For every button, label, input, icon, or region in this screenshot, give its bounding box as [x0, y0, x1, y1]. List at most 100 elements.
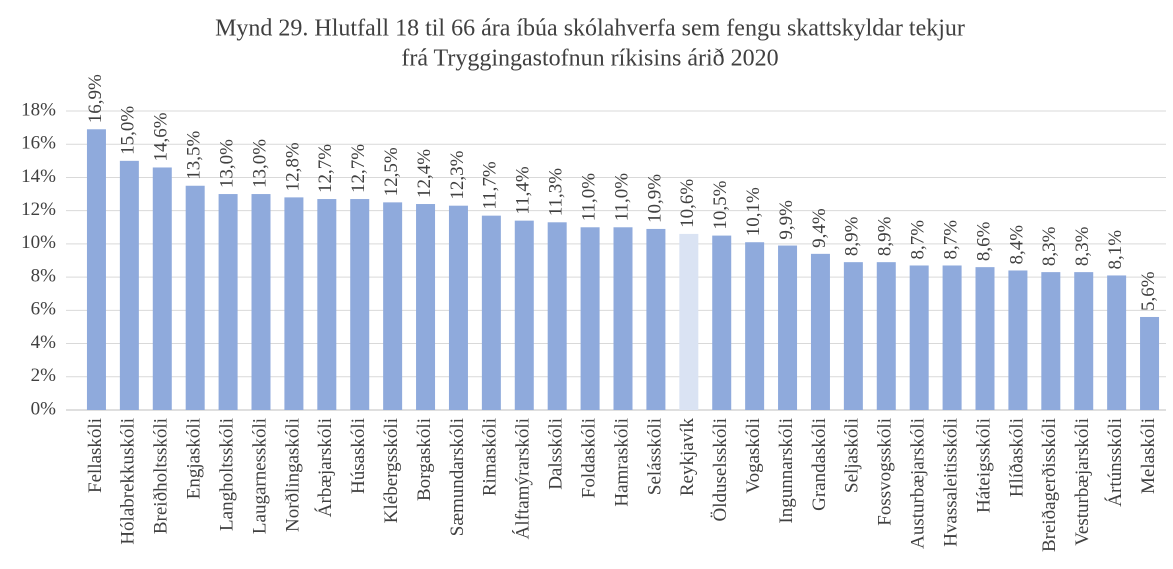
bar [119, 160, 139, 410]
bar [317, 199, 337, 410]
bar [448, 205, 468, 410]
value-label: 12,4% [414, 149, 435, 198]
x-tick-label: Fellaskóli [85, 418, 106, 493]
y-tick-label: 14% [21, 166, 56, 187]
bar [185, 185, 205, 410]
x-tick-label: Klébergsskóli [381, 418, 402, 523]
bar [876, 262, 896, 410]
y-tick-label: 12% [21, 199, 56, 220]
value-label: 8,1% [1105, 230, 1126, 270]
value-label: 8,3% [1072, 226, 1093, 266]
bar [481, 215, 501, 410]
x-tick-label: Hamraskóli [611, 418, 632, 507]
x-tick-label: Breiðagerðisskóli [1039, 418, 1060, 552]
y-tick-label: 0% [31, 398, 57, 419]
x-tick-label: Hlíðaskóli [1006, 418, 1027, 497]
bar [251, 194, 271, 410]
value-label: 10,6% [677, 179, 698, 228]
value-label: 11,7% [480, 161, 501, 210]
x-tick-label: Breiðholtsskóli [151, 418, 172, 534]
value-label: 8,7% [940, 220, 961, 260]
x-tick-label: Árbæjarskóli [314, 418, 336, 517]
chart-title: frá Tryggingastofnun ríkisins árið 2020 [401, 46, 778, 72]
value-label: 8,6% [973, 221, 994, 261]
value-label: 11,0% [611, 173, 632, 222]
x-tick-label: Langholtsskóli [216, 418, 237, 531]
bar [810, 253, 830, 410]
bar [284, 197, 304, 410]
value-label: 11,0% [578, 173, 599, 222]
x-tick-label: Hólabrekkuskóli [118, 418, 139, 545]
value-label: 12,5% [381, 147, 402, 196]
x-tick-label: Engjaskóli [184, 418, 205, 499]
value-label: 12,3% [447, 150, 468, 199]
value-label: 12,7% [315, 144, 336, 193]
value-label: 10,9% [644, 174, 665, 223]
bar [1074, 272, 1094, 410]
value-label: 13,5% [184, 131, 205, 180]
bar [942, 265, 962, 410]
bar [86, 129, 106, 410]
x-tick-label: Borgaskóli [414, 418, 435, 501]
y-tick-label: 16% [21, 133, 56, 154]
value-label: 10,1% [743, 187, 764, 236]
value-label: 15,0% [118, 106, 139, 155]
x-tick-label: Fossvogsskóli [875, 418, 896, 526]
x-tick-label: Álftamýrarskóli [512, 418, 534, 539]
bar [613, 227, 633, 410]
value-label: 16,9% [85, 74, 106, 123]
bar [1140, 316, 1160, 410]
x-tick-label: Laugarnesskóli [249, 418, 270, 534]
bar [1107, 275, 1127, 410]
x-tick-label: Norðlingaskóli [282, 418, 303, 532]
value-label: 11,3% [546, 168, 567, 217]
value-label: 11,4% [513, 166, 534, 215]
y-tick-label: 8% [31, 265, 57, 286]
bar [514, 220, 534, 410]
bar [745, 242, 765, 410]
bar [218, 194, 238, 410]
y-tick-label: 18% [21, 99, 56, 120]
value-label: 9,4% [809, 208, 830, 248]
value-label: 13,0% [249, 139, 270, 188]
value-label: 12,7% [348, 144, 369, 193]
bar [778, 245, 798, 410]
x-tick-label: Rimaskóli [480, 418, 501, 496]
y-tick-label: 2% [31, 365, 57, 386]
y-tick-label: 6% [31, 299, 57, 320]
bar [646, 228, 666, 410]
bar [679, 233, 699, 410]
value-label: 9,9% [776, 200, 797, 240]
bar [712, 235, 732, 410]
bar [1041, 272, 1061, 410]
bar [547, 222, 567, 410]
bar [152, 167, 172, 410]
x-tick-label: Austurbæjarskóli [908, 418, 929, 549]
x-tick-label: Grandaskóli [809, 418, 830, 511]
bar [909, 265, 929, 410]
x-tick-label: Melaskóli [1138, 418, 1159, 494]
bar [416, 204, 436, 410]
bar [1008, 270, 1028, 410]
y-tick-label: 4% [31, 332, 57, 353]
value-label: 8,9% [842, 216, 863, 256]
bar [580, 227, 600, 410]
x-tick-label: Foldaskóli [578, 418, 599, 498]
value-label: 8,7% [908, 220, 929, 260]
x-tick-label: Ölduselsskóli [710, 418, 731, 521]
x-tick-label: Dalsskóli [546, 418, 567, 490]
y-tick-label: 10% [21, 232, 56, 253]
x-tick-label: Seljaskóli [842, 418, 863, 493]
value-label: 8,3% [1039, 226, 1060, 266]
value-label: 14,6% [151, 112, 172, 161]
x-tick-label: Ingunnarskóli [776, 418, 797, 524]
x-tick-label: Ártúnsskóli [1104, 418, 1126, 507]
value-label: 8,9% [875, 216, 896, 256]
chart-title: Mynd 29. Hlutfall 18 til 66 ára íbúa skó… [215, 16, 965, 42]
bar [350, 199, 370, 410]
value-label: 8,4% [1006, 225, 1027, 265]
value-label: 12,8% [282, 142, 303, 191]
x-tick-label: Hvassaleitisskóli [940, 418, 961, 547]
x-tick-label: Sæmundarskóli [447, 418, 468, 536]
value-label: 5,6% [1138, 271, 1159, 311]
